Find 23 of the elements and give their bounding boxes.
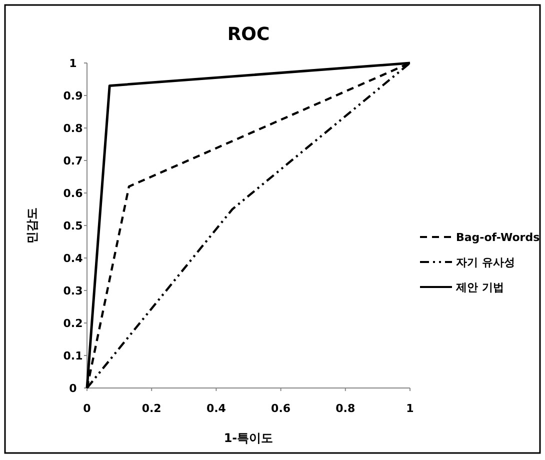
y-tick-label: 0.8 xyxy=(63,122,83,135)
y-tick-label: 0 xyxy=(69,382,78,395)
chart-title: ROC xyxy=(227,24,270,45)
legend-label: Bag-of-Words xyxy=(456,231,540,244)
y-tick-label: 0.9 xyxy=(63,90,83,102)
x-tick-label: 0.2 xyxy=(142,402,162,415)
y-axis-title: 민감도 xyxy=(25,208,39,244)
y-tick-label: 0.6 xyxy=(63,187,84,200)
x-tick-label: 0.4 xyxy=(206,402,226,415)
x-tick-label: 0.6 xyxy=(271,402,291,415)
x-tick-label: 1 xyxy=(406,402,414,415)
x-tick-label: 0.8 xyxy=(336,402,356,415)
x-tick-label: 0 xyxy=(83,402,92,415)
y-tick-label: 1 xyxy=(69,57,77,70)
y-tick-label: 0.5 xyxy=(63,220,83,232)
legend-label: 제안 기법 xyxy=(455,281,504,294)
y-tick-label: 0.1 xyxy=(63,350,83,362)
y-tick-label: 0.2 xyxy=(63,317,83,330)
y-tick-label: 0.4 xyxy=(63,252,84,265)
y-tick-label: 0.3 xyxy=(63,284,83,298)
legend-label: 자기 유사성 xyxy=(456,256,515,269)
y-tick-label: 0.7 xyxy=(63,154,83,168)
x-axis-title: 1-특이도 xyxy=(224,431,274,445)
